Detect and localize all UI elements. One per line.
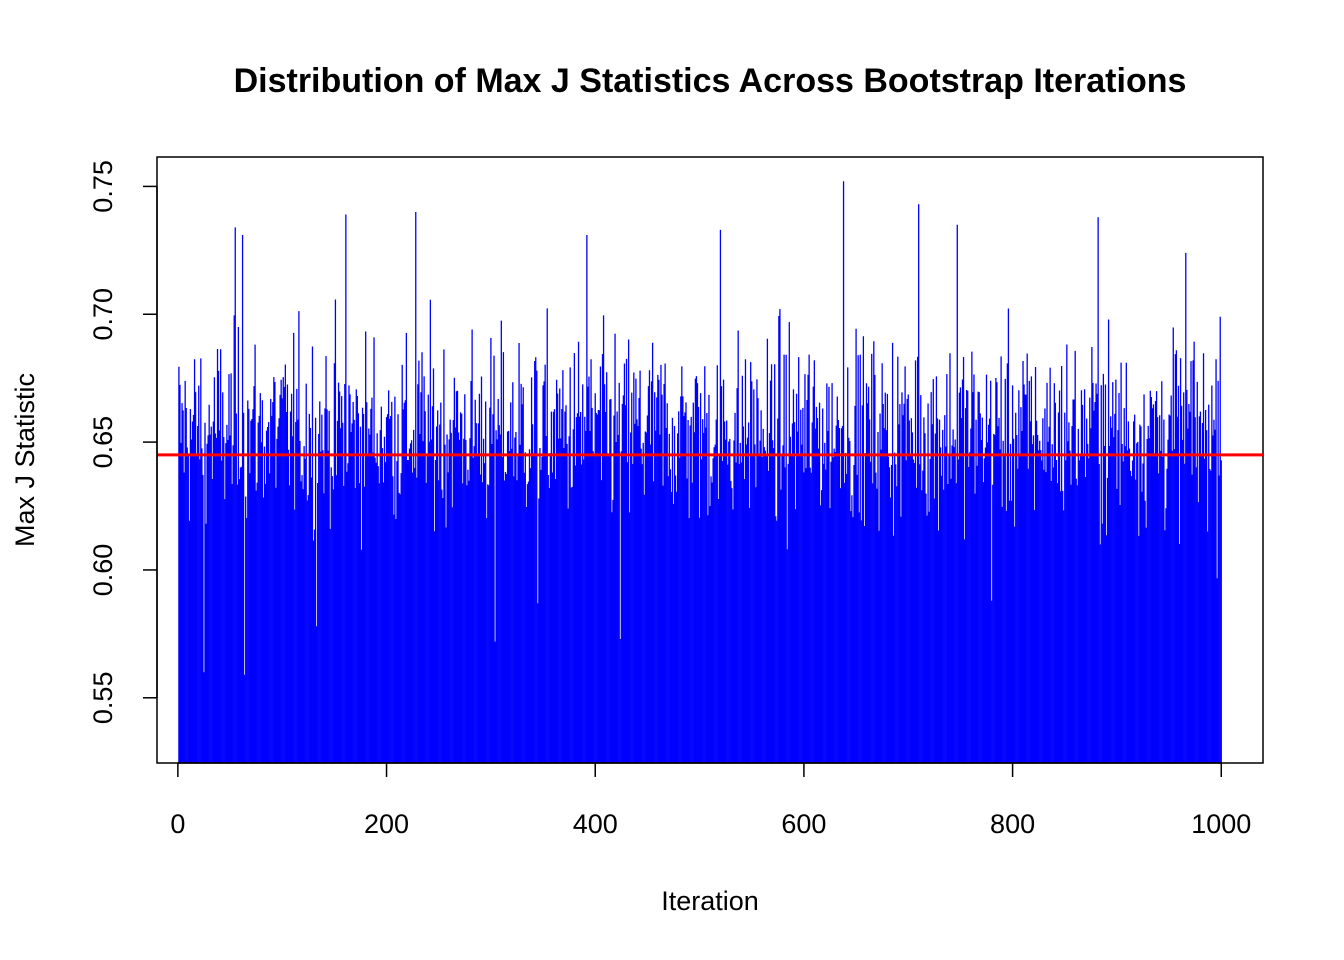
y-tick-label: 0.55 xyxy=(88,672,118,725)
x-tick-label: 200 xyxy=(364,809,409,839)
x-tick-label: 800 xyxy=(990,809,1035,839)
chart-title: Distribution of Max J Statistics Across … xyxy=(234,62,1187,100)
y-tick-label: 0.75 xyxy=(88,160,118,213)
y-tick-label: 0.70 xyxy=(88,288,118,341)
y-tick-label: 0.65 xyxy=(88,416,118,469)
x-tick-label: 1000 xyxy=(1191,809,1251,839)
x-tick-label: 600 xyxy=(781,809,826,839)
y-axis-label: Max J Statistic xyxy=(10,373,40,547)
x-tick-label: 400 xyxy=(573,809,618,839)
bars xyxy=(178,181,1222,763)
y-axis: 0.55 0.60 0.65 0.70 0.75 xyxy=(88,160,158,725)
x-axis: 0 200 400 600 800 1000 xyxy=(170,762,1251,839)
x-tick-label: 0 xyxy=(170,809,185,839)
x-axis-label: Iteration xyxy=(661,886,759,916)
y-tick-label: 0.60 xyxy=(88,544,118,597)
